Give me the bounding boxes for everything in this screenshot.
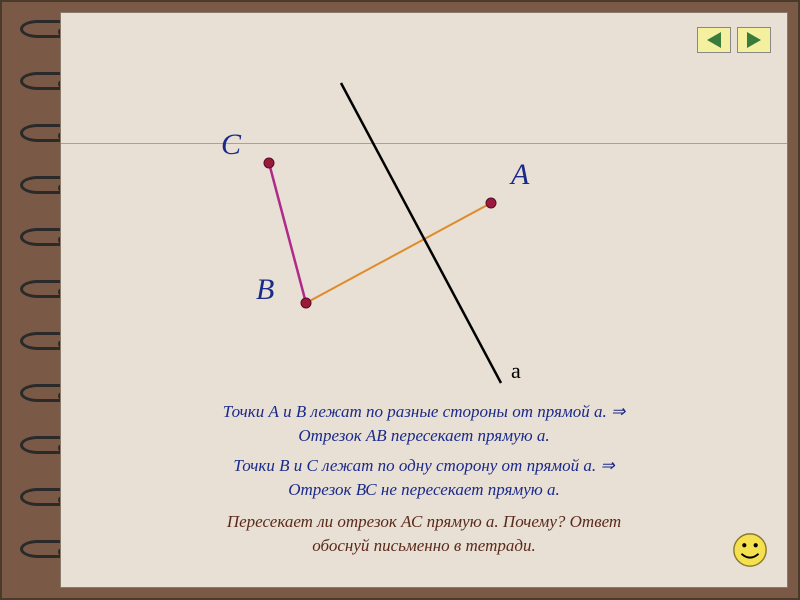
point-label-a: А [511, 158, 529, 192]
prev-button[interactable] [697, 27, 731, 53]
horizontal-rule [61, 143, 787, 144]
point-label-c: С [221, 128, 241, 162]
question-a: Пересекает ли отрезок АС прямую а. Почем… [61, 511, 787, 534]
slide-canvas: А В С a Точки А и В лежат по разные стор… [60, 12, 788, 588]
slide-frame: А В С a Точки А и В лежат по разные стор… [0, 0, 800, 600]
next-button[interactable] [737, 27, 771, 53]
statement-1a: Точки А и В лежат по разные стороны от п… [61, 401, 787, 424]
smiley-icon [731, 531, 769, 569]
line-label-a: a [511, 358, 521, 384]
point-label-b: В [256, 273, 274, 307]
spiral-binding [20, 12, 60, 592]
chevron-left-icon [707, 32, 721, 48]
statement-2a: Точки В и С лежат по одну сторону от пря… [61, 455, 787, 478]
question-b: обоснуй письменно в тетради. [61, 535, 787, 558]
statement-1b: Отрезок АВ пересекает прямую а. [61, 425, 787, 448]
chevron-right-icon [747, 32, 761, 48]
statement-2b: Отрезок ВС не пересекает прямую а. [61, 479, 787, 502]
